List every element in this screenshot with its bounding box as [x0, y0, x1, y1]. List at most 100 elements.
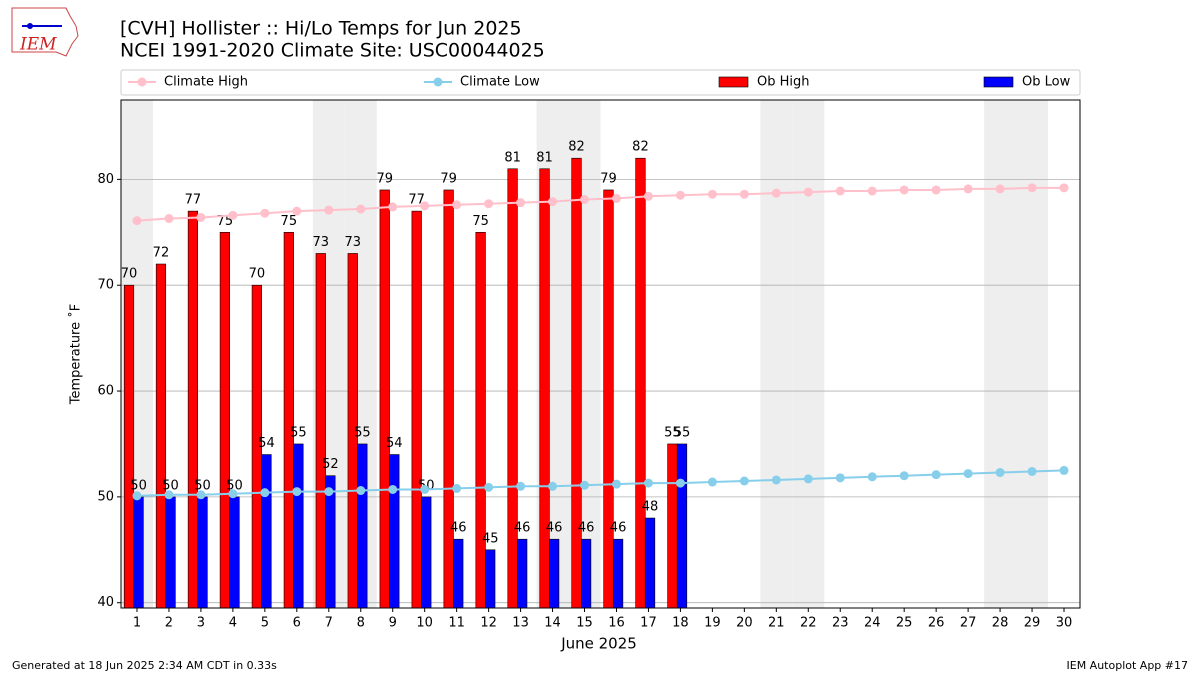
chart-title: [CVH] Hollister :: Hi/Lo Temps for Jun 2… [120, 18, 522, 40]
x-tick-label: 12 [480, 616, 497, 631]
line-point [931, 470, 941, 480]
line-point [643, 478, 653, 488]
data-label: 75 [472, 214, 489, 229]
line-point [963, 184, 973, 194]
line-point [388, 202, 398, 212]
line-point [835, 186, 845, 196]
line-point [803, 187, 813, 197]
line-point [580, 480, 590, 490]
line-point [324, 487, 334, 497]
data-label: 50 [194, 478, 211, 493]
data-label: 55 [354, 425, 371, 440]
y-tick-label: 70 [97, 278, 114, 293]
legend-marker [137, 77, 147, 87]
legend-label: Climate High [164, 75, 248, 90]
bar [389, 454, 400, 609]
legend-swatch [718, 76, 749, 88]
legend-swatch [983, 76, 1014, 88]
line-point [484, 482, 494, 492]
data-label: 50 [130, 478, 147, 493]
bar [571, 157, 582, 609]
bar [644, 517, 656, 609]
y-tick-label: 60 [97, 384, 114, 399]
x-tick-label: 22 [800, 616, 817, 631]
data-label: 55 [664, 425, 681, 440]
data-label: 75 [281, 214, 298, 229]
x-tick-label: 16 [608, 616, 625, 631]
x-tick-label: 21 [768, 616, 785, 631]
line-point [995, 468, 1005, 478]
bar [612, 538, 624, 609]
line-point [611, 479, 621, 489]
bar [581, 538, 592, 609]
line-point [611, 193, 621, 203]
line-point [643, 191, 653, 201]
x-tick-label: 26 [928, 616, 945, 631]
bar [635, 157, 646, 609]
line-point [484, 199, 494, 209]
line-point [228, 489, 238, 499]
bar [187, 210, 199, 609]
x-tick-label: 27 [960, 616, 977, 631]
line-point [228, 210, 238, 220]
line-point [963, 469, 973, 479]
data-label: 46 [514, 521, 531, 536]
data-label: 46 [450, 521, 467, 536]
data-label: 82 [568, 140, 585, 155]
bar [133, 496, 144, 609]
x-tick-label: 8 [357, 616, 365, 631]
bar [197, 496, 208, 609]
line-point [196, 490, 206, 500]
data-label: 54 [258, 436, 275, 451]
line-point [420, 484, 430, 494]
line-point [675, 478, 685, 488]
line-point [739, 189, 749, 199]
x-tick-label: 11 [448, 616, 465, 631]
data-label: 81 [536, 150, 553, 165]
bar [549, 538, 560, 609]
data-label: 46 [610, 521, 627, 536]
x-tick-label: 15 [576, 616, 593, 631]
line-point [132, 491, 142, 501]
x-tick-label: 2 [165, 616, 173, 631]
line-point [1059, 465, 1069, 475]
y-tick-label: 50 [97, 489, 114, 504]
bar [517, 538, 528, 609]
data-label: 79 [600, 171, 617, 186]
line-point [867, 472, 877, 482]
bar [475, 231, 486, 609]
data-label: 55 [290, 425, 307, 440]
line [136, 186, 1065, 222]
logo-text: IEM [19, 35, 57, 55]
line-point [356, 486, 366, 496]
bar [165, 496, 176, 609]
bar [603, 189, 614, 609]
x-tick-label: 30 [1056, 616, 1073, 631]
x-tick-label: 25 [896, 616, 913, 631]
line-point [292, 487, 302, 497]
data-label: 52 [322, 457, 339, 472]
x-tick-label: 6 [293, 616, 301, 631]
line-point [675, 190, 685, 200]
x-tick-label: 1 [133, 616, 141, 631]
line-point [771, 188, 781, 198]
x-tick-label: 24 [864, 616, 881, 631]
x-tick-label: 3 [197, 616, 205, 631]
line-point [356, 204, 366, 214]
data-label: 82 [632, 140, 649, 155]
data-label: 50 [226, 478, 243, 493]
data-label: 70 [249, 267, 266, 282]
data-label: 79 [440, 171, 457, 186]
y-tick-label: 80 [97, 172, 114, 187]
x-tick-label: 20 [736, 616, 753, 631]
weekend-shade [1016, 100, 1049, 608]
line-point [548, 197, 558, 207]
line-point [1027, 466, 1037, 476]
x-tick-label: 5 [261, 616, 269, 631]
x-tick-label: 28 [992, 616, 1009, 631]
y-tick-label: 40 [97, 595, 114, 610]
x-axis-label: June 2025 [560, 635, 637, 653]
bar [443, 189, 454, 609]
bar [229, 496, 240, 609]
